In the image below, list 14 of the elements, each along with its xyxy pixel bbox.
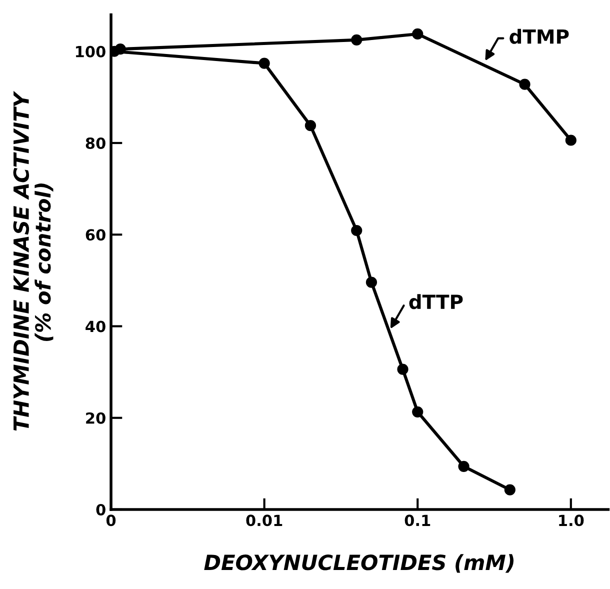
y-tick-label: 0 [96, 504, 106, 516]
x-tick-label: 0.1 [404, 514, 430, 526]
annotation: dTTP [409, 294, 463, 310]
y-tick-label: 80 [86, 137, 106, 150]
y-tick-label: 100 [76, 46, 106, 58]
y-tick-label: 20 [86, 412, 106, 424]
x-tick-label: 0 [106, 514, 116, 526]
x-tick-label: 1.0 [559, 514, 584, 526]
annotation: dTMP [510, 28, 569, 44]
y-tick-label: 40 [86, 320, 106, 332]
y-axis-title: THYMIDINE KINASE ACTIVITY (% of control) [13, 90, 54, 431]
x-tick-label: 0.01 [246, 514, 282, 526]
y-tick-label: 60 [86, 229, 106, 241]
x-axis-title: DEOXYNUCLEOTIDES (mM) [204, 554, 514, 573]
